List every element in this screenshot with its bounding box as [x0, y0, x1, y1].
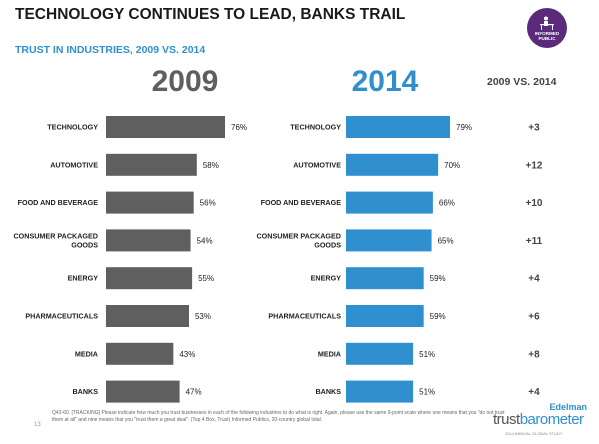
change-column-header: 2009 VS. 2014	[487, 76, 557, 88]
chart-2009-bar-consumer-packaged-goods	[106, 229, 191, 252]
chart-2009-bar-pharmaceuticals	[106, 305, 189, 327]
chart-2014-value-label-food-and-beverage: 66%	[439, 199, 455, 208]
chart-2014-bar-banks	[346, 380, 414, 403]
chart-2014-bar-food-and-beverage	[346, 191, 433, 214]
chart-2009-value-label-banks: 47%	[186, 388, 202, 397]
chart-2009-category-label-banks: BANKS	[72, 387, 98, 396]
chart-2009-bar-food-and-beverage	[106, 191, 194, 214]
chart-2014-value-label-pharmaceuticals: 59%	[430, 312, 446, 321]
chart-2009-bar-media	[106, 342, 174, 365]
chart-2014-category-label-pharmaceuticals: PHARMACEUTICALS	[268, 312, 341, 321]
footnote: Q43-60. [TRACKING] Please indicate how m…	[52, 410, 505, 423]
chart-2014-bar-energy	[346, 267, 424, 290]
chart-2014-category-label-automotive: AUTOMOTIVE	[293, 160, 341, 169]
chart-2009-category-label-food-and-beverage: FOOD AND BEVERAGE	[18, 198, 99, 207]
change-value-consumer-packaged-goods: +11	[526, 236, 543, 247]
chart-2009-title: 2009	[151, 65, 219, 98]
change-value-banks: +4	[528, 387, 540, 398]
page-title: TECHNOLOGY CONTINUES TO LEAD, BANKS TRAI…	[15, 6, 406, 23]
chart-2014-category-label-technology: TECHNOLOGY	[290, 123, 341, 132]
chart-2014-value-label-banks: 51%	[419, 388, 435, 397]
chart-2009-category-label-energy: ENERGY	[68, 274, 99, 283]
chart-2014-title: 2014	[351, 65, 419, 98]
logo-word-trust: trust	[493, 411, 520, 428]
chart-2009-bar-technology	[106, 116, 225, 138]
chart-2014-category-label-banks: BANKS	[315, 387, 341, 396]
change-value-media: +8	[528, 349, 540, 360]
change-value-food-and-beverage: +10	[526, 198, 543, 209]
chart-2009-value-label-energy: 55%	[198, 274, 214, 283]
page-number: 13	[34, 422, 41, 428]
chart-2009-category-label-pharmaceuticals: PHARMACEUTICALS	[25, 312, 98, 321]
chart-2014-category-label-energy: ENERGY	[311, 274, 342, 283]
chart-2009-value-label-food-and-beverage: 56%	[200, 199, 216, 208]
chart-2014-value-label-automotive: 70%	[444, 161, 460, 170]
chart-2014-value-label-energy: 59%	[430, 274, 446, 283]
change-value-energy: +4	[528, 274, 540, 285]
change-value-pharmaceuticals: +6	[528, 312, 540, 323]
informed-public-badge: INFORMED PUBLIC	[527, 8, 567, 48]
chart-2014-bar-media	[346, 342, 414, 365]
chart-2014-value-label-technology: 79%	[456, 123, 472, 132]
badge-label: INFORMED PUBLIC	[534, 30, 560, 41]
chart-2009-value-label-technology: 76%	[231, 123, 247, 132]
chart-2014-category-label-consumer-packaged-goods: CONSUMER PACKAGED GOODS	[256, 231, 341, 249]
logo-tagline: 2014 ANNUAL GLOBAL STUDY	[505, 431, 563, 436]
logo-wordmark: trustbarometer	[493, 411, 584, 428]
person-at-desk-icon	[540, 16, 554, 30]
chart-2009-category-label-consumer-packaged-goods: CONSUMER PACKAGED GOODS	[13, 231, 98, 249]
chart-2009-value-label-consumer-packaged-goods: 54%	[197, 236, 213, 245]
change-value-automotive: +12	[526, 160, 543, 171]
chart-2009-bar-automotive	[106, 153, 197, 176]
chart-2014-bar-pharmaceuticals	[346, 305, 424, 327]
chart-2014-value-label-media: 51%	[419, 350, 435, 359]
chart-2009-bar-banks	[106, 380, 180, 403]
chart-2014-category-label-food-and-beverage: FOOD AND BEVERAGE	[261, 198, 342, 207]
edelman-trust-barometer-logo: Edelman trustbarometer 2014 ANNUAL GLOBA…	[493, 402, 593, 442]
chart-2014-value-label-consumer-packaged-goods: 65%	[438, 236, 454, 245]
change-value-technology: +3	[528, 123, 540, 134]
chart-2009-value-label-automotive: 58%	[203, 161, 219, 170]
chart-2014-bar-automotive	[346, 153, 439, 176]
chart-2009-value-label-pharmaceuticals: 53%	[195, 312, 211, 321]
logo-word-barometer: barometer	[519, 411, 584, 428]
page-subtitle: TRUST IN INDUSTRIES, 2009 VS. 2014	[15, 44, 206, 56]
chart-2014-bar-consumer-packaged-goods	[346, 229, 432, 252]
logo-brand: Edelman	[549, 402, 587, 412]
chart-2009-value-label-media: 43%	[179, 350, 195, 359]
chart-2009-category-label-technology: TECHNOLOGY	[47, 123, 98, 132]
chart-2009-category-label-automotive: AUTOMOTIVE	[50, 160, 98, 169]
chart-2014-category-label-media: MEDIA	[318, 349, 341, 358]
chart-2009-bar-energy	[106, 267, 193, 290]
chart-2014-bar-technology	[346, 116, 450, 138]
chart-2009-category-label-media: MEDIA	[75, 349, 98, 358]
